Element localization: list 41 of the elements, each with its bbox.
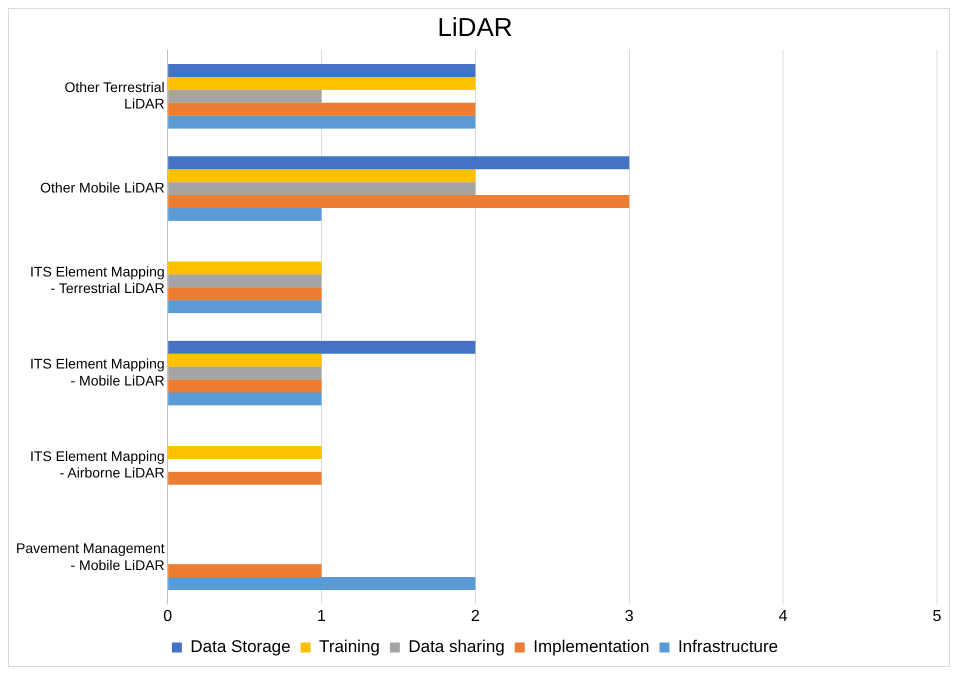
bar bbox=[168, 577, 476, 590]
bar bbox=[168, 208, 322, 221]
bar bbox=[168, 340, 476, 354]
legend-label: Data sharing bbox=[408, 637, 505, 656]
bar bbox=[168, 354, 322, 367]
bar bbox=[168, 446, 322, 459]
bar bbox=[168, 64, 476, 77]
legend-label: Data Storage bbox=[190, 637, 291, 656]
x-tick-label: 4 bbox=[778, 608, 788, 625]
bar bbox=[168, 564, 322, 578]
bar bbox=[168, 261, 322, 274]
bar bbox=[168, 116, 476, 129]
y-tick-label: Other Terrestrial LiDAR bbox=[64, 78, 165, 112]
bar bbox=[168, 274, 322, 288]
legend-label: Infrastructure bbox=[678, 637, 778, 656]
legend-label: Implementation bbox=[533, 637, 650, 656]
bar bbox=[168, 287, 322, 300]
legend-label: Training bbox=[319, 637, 380, 656]
bar bbox=[168, 102, 476, 116]
bar bbox=[168, 472, 322, 485]
bar bbox=[168, 300, 322, 314]
x-tick-label: 2 bbox=[470, 608, 480, 625]
x-tick-label: 1 bbox=[317, 608, 326, 625]
y-tick-label: Pavement Management - Mobile LiDAR bbox=[16, 540, 165, 573]
y-tick-label: Other Mobile LiDAR bbox=[40, 179, 165, 196]
x-tick-label: 0 bbox=[163, 608, 172, 625]
bar bbox=[168, 182, 476, 196]
y-tick-label: ITS Element Mapping - Terrestrial LiDAR bbox=[30, 263, 165, 296]
bar bbox=[168, 366, 322, 380]
y-tick-label: ITS Element Mapping - Airborne LiDAR bbox=[30, 448, 165, 481]
bar bbox=[168, 195, 630, 208]
bar bbox=[168, 169, 476, 182]
x-tick-label: 5 bbox=[932, 608, 942, 625]
bar bbox=[168, 156, 630, 170]
bar bbox=[168, 380, 322, 393]
bar bbox=[168, 392, 322, 406]
x-tick-label: 3 bbox=[624, 608, 634, 625]
y-tick-label: ITS Element Mapping - Mobile LiDAR bbox=[30, 356, 165, 388]
chart-title: LiDAR bbox=[437, 12, 513, 42]
bar bbox=[168, 76, 476, 90]
bar bbox=[168, 90, 322, 103]
